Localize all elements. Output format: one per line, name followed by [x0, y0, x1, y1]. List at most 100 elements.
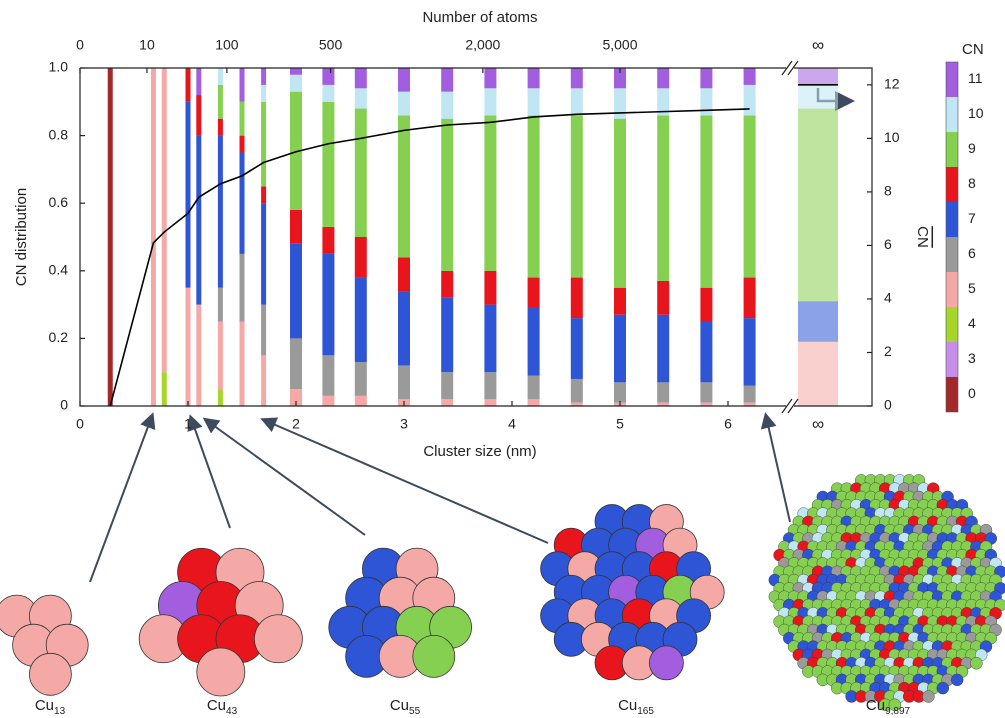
y2-axis-label: CN [914, 226, 931, 248]
break-label: ∞ [812, 414, 824, 433]
legend-label: 9 [968, 140, 976, 156]
bar-segment [240, 68, 245, 102]
x-tick-label: 3 [400, 416, 408, 432]
legend-swatch [946, 132, 958, 167]
bar-segment [700, 115, 712, 287]
decoration [90, 88, 850, 582]
bulk-segment [798, 85, 838, 109]
x-tick-label: 0 [76, 416, 84, 432]
legend-label: 4 [968, 315, 976, 331]
mean-cn-line [110, 109, 749, 406]
bar-segment [186, 102, 191, 288]
bar-segment [218, 322, 223, 390]
atom [197, 648, 245, 696]
bar-segment [614, 119, 626, 288]
top-tick-label: 10 [139, 37, 155, 53]
legend-swatch [946, 237, 958, 272]
y2-tick-label: 10 [884, 129, 900, 145]
cluster-name: Cu [618, 697, 637, 714]
legend-swatch [946, 272, 958, 307]
bar-segment [322, 396, 334, 406]
bar-segment [355, 109, 367, 237]
bar-segment [218, 68, 223, 85]
bar-segment [355, 237, 367, 278]
bar-segment [614, 315, 626, 383]
bar-segment [261, 186, 266, 203]
bar-segment [484, 372, 496, 399]
y2-tick-label: 2 [884, 343, 892, 359]
bar-segment [700, 88, 712, 115]
bar-segment [528, 376, 540, 400]
atom [922, 690, 934, 702]
bar-segment [196, 68, 201, 95]
cluster-subscript: 55 [409, 706, 421, 717]
cluster-illustration [541, 505, 725, 680]
atom [254, 615, 302, 663]
bar-segment [355, 396, 367, 406]
bar-segment [700, 68, 712, 88]
bar-segment [528, 68, 540, 88]
bar-segment [571, 278, 583, 319]
top-tick-label: 100 [215, 37, 239, 53]
bar-segment [196, 305, 201, 406]
bar-segment [398, 291, 410, 365]
bar-segment [355, 88, 367, 108]
bar-segment [744, 278, 756, 319]
arrow [766, 416, 790, 522]
legend-label: 5 [968, 280, 976, 296]
bar-segment [261, 355, 266, 406]
bar-segment [571, 379, 583, 403]
bar-segment [196, 136, 201, 305]
bar-segment [322, 355, 334, 396]
bar-segment [162, 68, 167, 372]
bar-segment [744, 115, 756, 277]
bar-segment [441, 271, 453, 298]
bulk-segment [798, 342, 838, 406]
bar-segment [218, 288, 223, 322]
bar-segment [657, 382, 669, 402]
bar-segment [657, 68, 669, 88]
atom [413, 635, 455, 677]
bar-segment [484, 88, 496, 115]
legend-swatch [946, 342, 958, 377]
bar-segment [484, 115, 496, 270]
cluster-subscript: 9,897 [885, 706, 910, 717]
atom [970, 657, 982, 669]
x-tick-label: 5 [616, 416, 624, 432]
bar-segment [290, 338, 302, 389]
legend-swatch [946, 377, 958, 412]
bar-segment [657, 115, 669, 281]
top-tick-label: 5,000 [602, 37, 637, 53]
legend-label: 3 [968, 350, 976, 366]
cluster-subscript: 13 [54, 706, 66, 717]
legend-label: 8 [968, 175, 976, 191]
cluster-subscript: 43 [226, 706, 238, 717]
cluster-illustration [329, 548, 472, 677]
bar-segment [744, 386, 756, 403]
bulk-segment [798, 301, 838, 342]
legend-label: 7 [968, 210, 976, 226]
y-axis-label: CN distribution [13, 188, 30, 286]
cluster-subscript: 165 [637, 706, 654, 717]
bar-segment [240, 322, 245, 407]
bar-segment [700, 382, 712, 402]
legend-label: 6 [968, 245, 976, 261]
cluster-name: Cu [35, 697, 54, 714]
bar-segment [571, 68, 583, 88]
y2-tick-label: 4 [884, 290, 892, 306]
legend-label: 10 [968, 105, 984, 121]
bar-segment [218, 119, 223, 136]
arrow [191, 418, 230, 528]
bar-segment [240, 153, 245, 254]
bar-segment [322, 227, 334, 254]
legend-swatch [946, 202, 958, 237]
bar-segment [218, 85, 223, 119]
legend-swatch [946, 62, 958, 97]
arrow [206, 420, 365, 535]
bar-segment [528, 399, 540, 406]
bar-segment [484, 305, 496, 373]
bar-segment [151, 68, 156, 406]
bar-segment [355, 68, 367, 88]
bar-segment [571, 88, 583, 115]
bar-segment [441, 68, 453, 92]
